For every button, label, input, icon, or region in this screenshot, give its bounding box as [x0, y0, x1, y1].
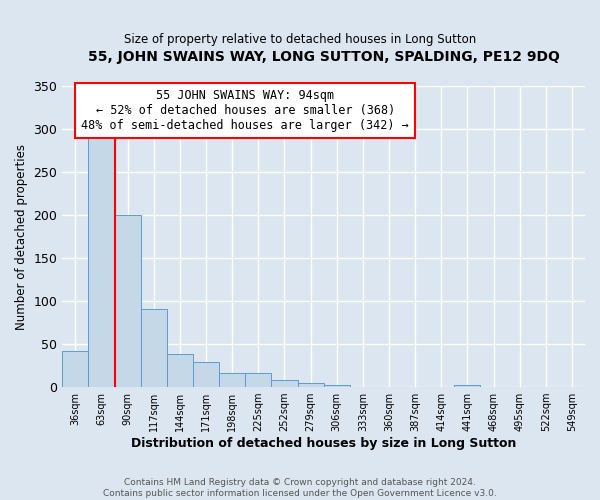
Text: Size of property relative to detached houses in Long Sutton: Size of property relative to detached ho…: [124, 32, 476, 46]
Bar: [88, 137, 115, 387]
Bar: [193, 362, 219, 387]
Bar: [167, 354, 193, 387]
Text: Contains HM Land Registry data © Crown copyright and database right 2024.
Contai: Contains HM Land Registry data © Crown c…: [103, 478, 497, 498]
Bar: [323, 384, 350, 387]
Bar: [62, 351, 88, 387]
Bar: [271, 380, 298, 387]
Title: 55, JOHN SWAINS WAY, LONG SUTTON, SPALDING, PE12 9DQ: 55, JOHN SWAINS WAY, LONG SUTTON, SPALDI…: [88, 50, 560, 64]
Text: 55 JOHN SWAINS WAY: 94sqm
← 52% of detached houses are smaller (368)
48% of semi: 55 JOHN SWAINS WAY: 94sqm ← 52% of detac…: [82, 89, 409, 132]
Bar: [298, 383, 323, 387]
Bar: [140, 309, 167, 387]
Bar: [115, 215, 140, 387]
Bar: [219, 374, 245, 387]
Bar: [454, 384, 481, 387]
Y-axis label: Number of detached properties: Number of detached properties: [15, 144, 28, 330]
Bar: [245, 374, 271, 387]
X-axis label: Distribution of detached houses by size in Long Sutton: Distribution of detached houses by size …: [131, 437, 517, 450]
